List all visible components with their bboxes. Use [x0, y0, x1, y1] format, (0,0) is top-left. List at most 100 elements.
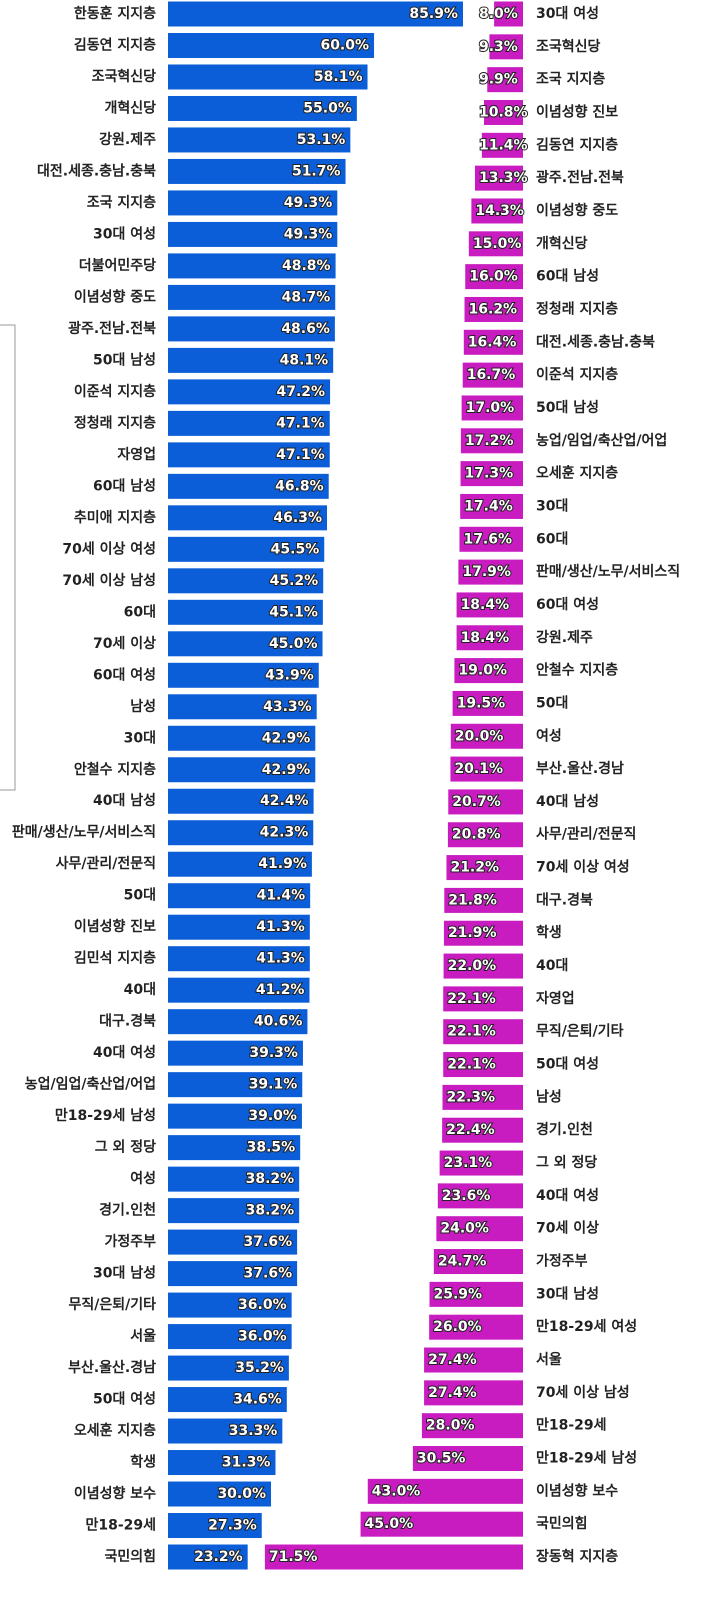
bar — [168, 536, 325, 562]
bar — [443, 920, 523, 946]
bar — [443, 1052, 523, 1078]
value-label: 13.3% — [479, 170, 528, 186]
value-label: 16.4% — [468, 334, 517, 350]
bar — [450, 756, 523, 782]
bar — [465, 264, 523, 290]
value-label: 37.6% — [244, 1234, 293, 1250]
bar — [437, 1183, 523, 1209]
bar — [168, 253, 336, 279]
value-label: 60.0% — [320, 37, 369, 53]
value-label: 46.8% — [275, 478, 324, 494]
category-label: 서울 — [130, 1328, 156, 1345]
category-label: 사무/관리/전문직 — [536, 826, 636, 843]
category-label: 이념성향 보수 — [536, 1482, 618, 1499]
category-label: 자영업 — [117, 446, 156, 463]
value-label: 20.0% — [455, 728, 504, 744]
category-label: 60대 여성 — [93, 666, 156, 683]
category-label: 부산.울산.경남 — [536, 760, 624, 777]
value-label: 23.2% — [194, 1549, 243, 1565]
category-label: 70세 이상 여성 — [62, 540, 156, 557]
bar — [447, 822, 523, 848]
category-label: 개혁신당 — [104, 99, 156, 116]
category-label: 70세 이상 남성 — [536, 1384, 630, 1401]
category-label: 60대 — [536, 531, 568, 547]
bar — [458, 559, 523, 585]
category-label: 40대 — [124, 982, 156, 998]
category-label: 오세훈 지지층 — [536, 465, 618, 482]
value-label: 47.2% — [277, 384, 326, 400]
bar — [442, 1117, 523, 1143]
bar — [461, 395, 523, 421]
category-label: 국민의힘 — [104, 1548, 156, 1565]
bar — [168, 725, 316, 751]
category-label: 40대 여성 — [93, 1044, 156, 1061]
bar — [424, 1347, 523, 1373]
value-label: 53.1% — [297, 132, 346, 148]
bar — [443, 986, 523, 1012]
bar — [489, 34, 523, 60]
value-label: 17.0% — [466, 400, 515, 416]
value-label: 40.6% — [254, 1014, 303, 1030]
category-label: 30대 여성 — [93, 225, 156, 242]
bar — [168, 32, 375, 58]
category-label: 추미애 지지층 — [74, 510, 156, 526]
category-label: 이념성향 중도 — [74, 288, 156, 305]
bar — [168, 694, 317, 720]
category-label: 30대 남성 — [93, 1265, 156, 1282]
category-label: 40대 남성 — [536, 793, 599, 810]
value-label: 41.3% — [256, 951, 305, 967]
bar — [462, 362, 523, 388]
bar — [168, 914, 310, 940]
bar — [168, 1481, 272, 1507]
value-label: 26.0% — [433, 1319, 482, 1335]
value-label: 20.8% — [452, 827, 501, 843]
category-label: 50대 — [124, 888, 156, 904]
bar — [168, 1544, 248, 1570]
category-label: 안철수 지지층 — [74, 761, 156, 778]
bar — [456, 592, 523, 618]
category-label: 60대 — [124, 604, 156, 620]
value-label: 41.2% — [256, 982, 305, 998]
bar — [463, 329, 523, 355]
bar — [168, 1009, 308, 1035]
bar — [360, 1511, 523, 1537]
bar — [168, 1198, 300, 1224]
bar — [484, 99, 523, 125]
value-label: 18.4% — [461, 630, 510, 646]
bar — [494, 1, 523, 27]
value-label: 23.1% — [444, 1155, 493, 1171]
bar — [168, 316, 335, 342]
category-label: 판매/생산/노무/서비스직 — [12, 824, 156, 841]
value-label: 45.0% — [365, 1516, 414, 1532]
category-label: 30대 — [536, 498, 568, 514]
bar — [168, 410, 330, 436]
value-label: 17.3% — [465, 466, 514, 482]
category-label: 40대 남성 — [93, 792, 156, 809]
value-label: 16.0% — [469, 269, 518, 285]
category-label: 이념성향 보수 — [74, 1485, 156, 1502]
category-label: 광주.전남.전북 — [536, 169, 624, 186]
bar — [412, 1446, 523, 1472]
value-label: 27.4% — [428, 1352, 477, 1368]
bar — [264, 1544, 523, 1570]
bar — [168, 599, 323, 625]
category-label: 50대 여성 — [536, 1056, 599, 1073]
bar — [424, 1380, 523, 1406]
value-label: 27.3% — [208, 1518, 257, 1534]
bar — [443, 953, 523, 979]
bar — [168, 1261, 298, 1287]
value-label: 58.1% — [314, 69, 363, 85]
category-label: 50대 여성 — [93, 1391, 156, 1408]
value-label: 16.7% — [467, 367, 516, 383]
value-label: 45.5% — [271, 541, 320, 557]
bar — [436, 1216, 523, 1242]
value-label: 47.1% — [276, 415, 325, 431]
value-label: 14.3% — [475, 203, 524, 219]
category-label: 40대 여성 — [536, 1187, 599, 1204]
value-label: 33.3% — [229, 1423, 278, 1439]
value-label: 17.9% — [462, 564, 511, 580]
value-label: 19.5% — [457, 695, 506, 711]
value-label: 22.3% — [446, 1089, 495, 1105]
bar — [456, 625, 523, 651]
value-label: 10.8% — [479, 104, 528, 120]
